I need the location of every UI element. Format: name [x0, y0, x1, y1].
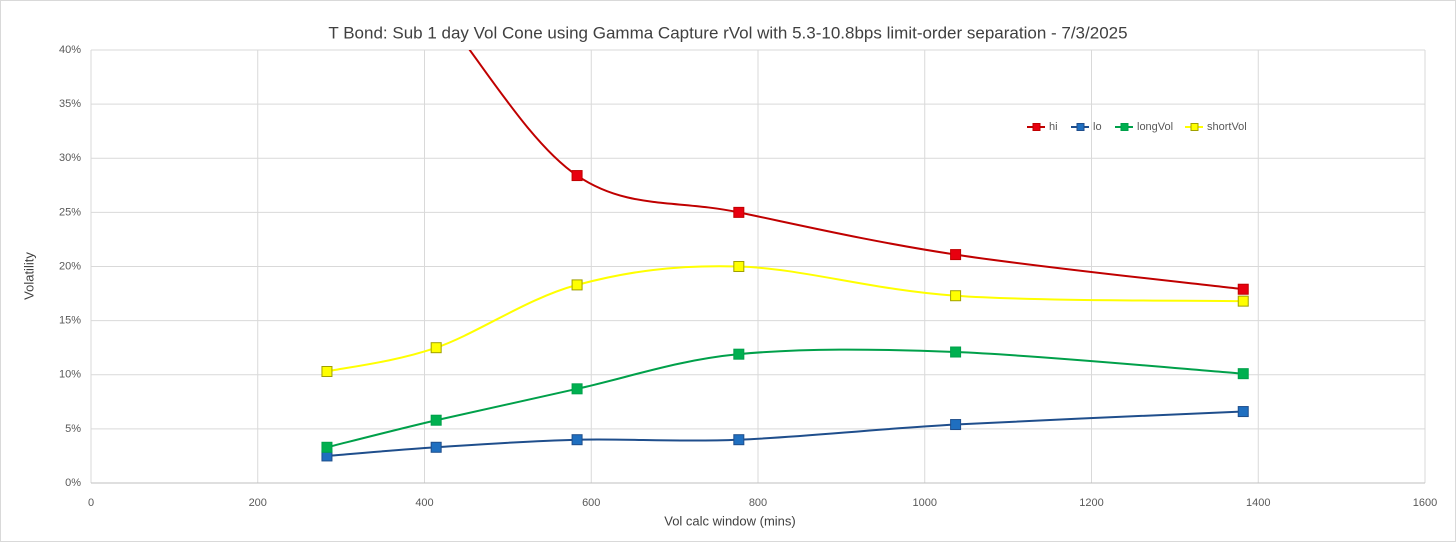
- data-point: [1237, 295, 1249, 307]
- x-tick-label: 800: [749, 497, 767, 509]
- legend-label: longVol: [1137, 121, 1173, 133]
- data-point: [733, 348, 745, 360]
- legend-label: shortVol: [1207, 121, 1247, 133]
- data-point: [950, 249, 962, 261]
- y-tick-label: 30%: [59, 152, 81, 164]
- data-point: [1237, 368, 1249, 380]
- data-point: [430, 441, 442, 453]
- y-tick-label: 35%: [59, 98, 81, 110]
- legend-label: hi: [1049, 121, 1058, 133]
- data-point: [1237, 406, 1249, 418]
- y-tick-label: 0%: [65, 477, 81, 489]
- legend-marker: [1120, 123, 1129, 131]
- data-point: [321, 441, 333, 453]
- y-axis-title: Volatility: [21, 252, 36, 300]
- legend-label: lo: [1093, 121, 1102, 133]
- y-tick-label: 15%: [59, 315, 81, 327]
- data-point: [571, 170, 583, 182]
- legend-item: shortVol: [1185, 121, 1247, 133]
- data-point: [571, 434, 583, 446]
- legend-marker: [1032, 123, 1041, 131]
- y-tick-label: 25%: [59, 206, 81, 218]
- data-point: [733, 261, 745, 272]
- x-tick-label: 1400: [1246, 497, 1270, 509]
- plot-area: [321, 50, 1249, 462]
- x-tick-label: 400: [415, 497, 433, 509]
- x-tick-label: 200: [249, 497, 267, 509]
- legend-item: hi: [1027, 121, 1058, 133]
- data-point: [1237, 283, 1249, 295]
- y-tick-label: 40%: [59, 44, 81, 56]
- legend-marker: [1190, 123, 1199, 131]
- x-tick-label: 0: [88, 497, 94, 509]
- y-tick-label: 5%: [65, 423, 81, 435]
- data-point: [571, 383, 583, 395]
- series-line: [468, 50, 1244, 291]
- data-point: [950, 419, 962, 431]
- data-point: [321, 366, 333, 378]
- x-tick-label: 1600: [1413, 497, 1437, 509]
- data-point: [950, 290, 962, 302]
- y-tick-label: 10%: [59, 369, 81, 381]
- data-point: [733, 206, 745, 218]
- x-axis-title: Vol calc window (mins): [664, 513, 796, 528]
- x-tick-label: 600: [582, 497, 600, 509]
- legend-marker: [1076, 123, 1085, 131]
- x-tick-label: 1200: [1079, 497, 1103, 509]
- data-point: [430, 342, 442, 354]
- data-point: [571, 279, 583, 291]
- data-point: [733, 434, 745, 446]
- y-tick-label: 20%: [59, 260, 81, 272]
- legend-item: lo: [1071, 121, 1102, 133]
- data-point: [430, 414, 442, 426]
- data-point: [950, 346, 962, 358]
- chart-title: T Bond: Sub 1 day Vol Cone using Gamma C…: [328, 23, 1127, 42]
- legend-item: longVol: [1115, 121, 1173, 133]
- x-tick-label: 1000: [913, 497, 937, 509]
